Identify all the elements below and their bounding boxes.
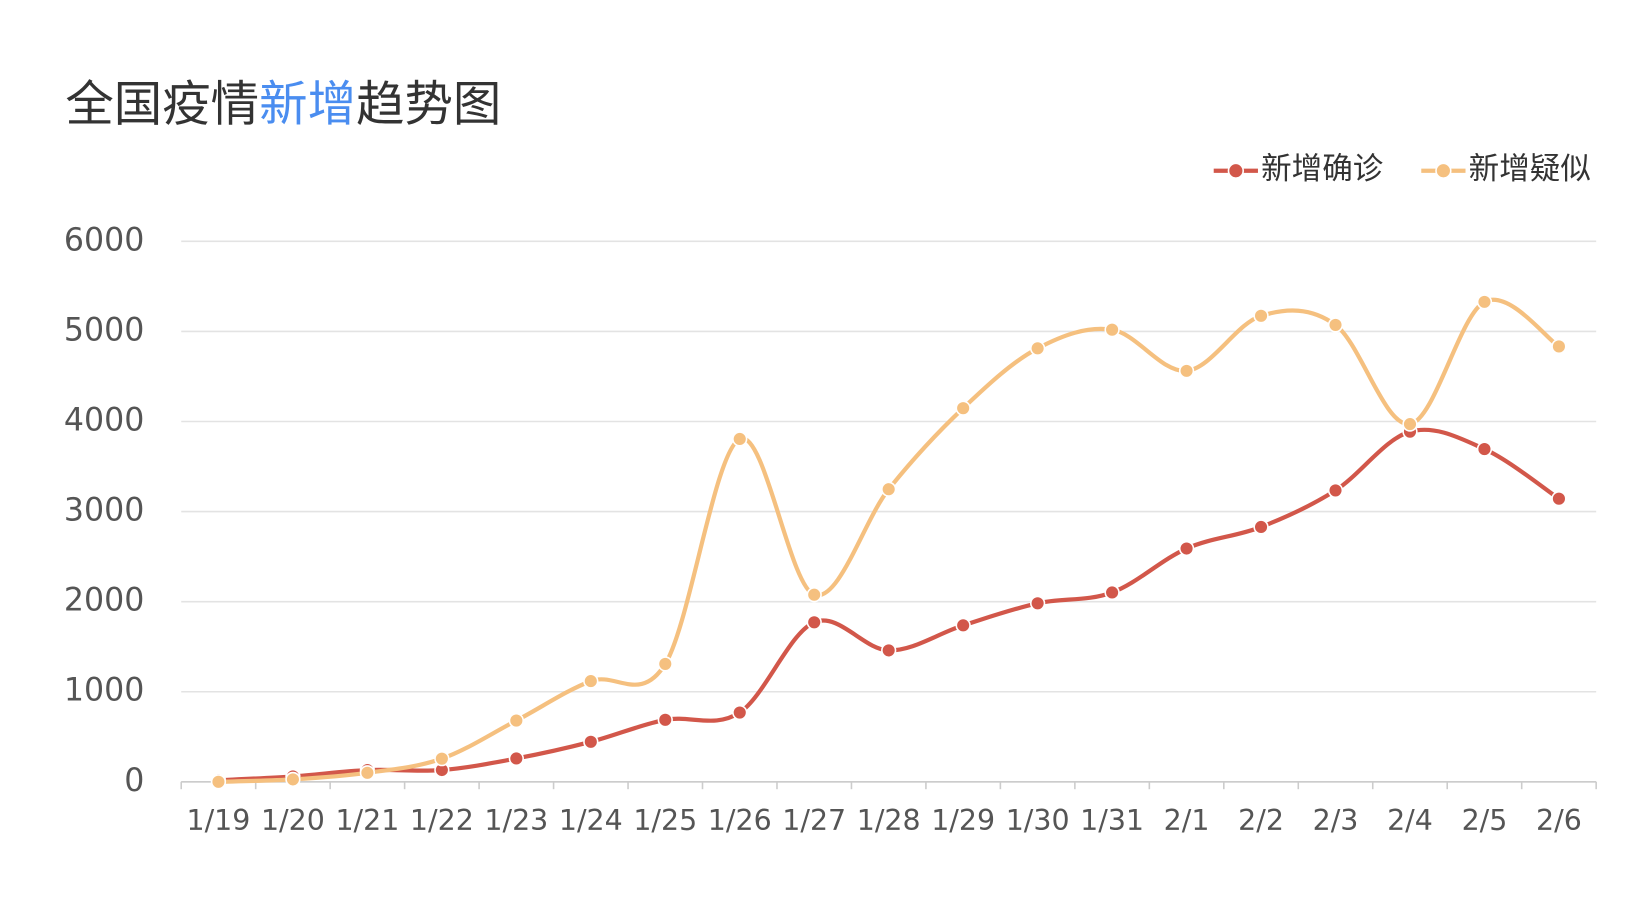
y-tick-label: 6000 <box>64 222 144 258</box>
data-point <box>583 673 599 689</box>
title-highlight: 新增 <box>259 77 356 133</box>
x-tick-label: 1/21 <box>335 804 399 837</box>
x-tick-label: 1/19 <box>187 804 251 837</box>
x-tick-label: 2/2 <box>1238 804 1284 837</box>
x-tick-label: 1/24 <box>559 804 623 837</box>
x-tick-label: 1/26 <box>708 804 772 837</box>
data-point <box>1253 519 1269 535</box>
data-point <box>955 617 971 633</box>
x-tick-label: 2/5 <box>1462 804 1508 837</box>
data-point <box>508 750 524 767</box>
data-point <box>1476 294 1493 310</box>
data-point <box>1104 584 1120 601</box>
y-tick-label: 2000 <box>64 583 144 619</box>
data-point <box>1476 441 1493 457</box>
x-tick-label: 1/20 <box>261 804 325 837</box>
x-tick-label: 2/1 <box>1164 804 1210 837</box>
title-part: 趋势图 <box>356 77 501 133</box>
data-point <box>657 656 673 672</box>
x-tick-label: 1/22 <box>410 804 474 837</box>
y-tick-label: 3000 <box>64 493 144 529</box>
data-point <box>1551 338 1567 355</box>
data-point <box>210 774 227 790</box>
x-tick-label: 1/25 <box>633 804 697 837</box>
x-tick-label: 1/28 <box>857 804 921 837</box>
x-tick-label: 2/6 <box>1536 804 1582 837</box>
x-tick-label: 1/30 <box>1006 804 1070 837</box>
data-point <box>1178 540 1195 557</box>
data-point <box>732 431 748 447</box>
data-point <box>881 642 897 659</box>
x-tick-label: 1/27 <box>782 804 846 837</box>
data-point <box>1327 317 1344 333</box>
legend-dot <box>1435 162 1452 179</box>
data-point <box>1253 308 1269 324</box>
y-tick-label: 0 <box>124 763 144 799</box>
data-point <box>806 614 822 630</box>
data-point <box>1402 416 1418 432</box>
y-tick-label: 5000 <box>64 312 144 348</box>
x-tick-label: 1/29 <box>931 804 995 837</box>
legend-label: 新增确诊 <box>1261 152 1383 187</box>
legend-dot <box>1227 162 1245 179</box>
data-point <box>657 712 673 728</box>
data-point <box>1178 363 1195 379</box>
data-point <box>881 481 897 497</box>
x-tick-label: 1/31 <box>1080 804 1144 837</box>
data-point <box>1551 491 1567 507</box>
data-point <box>732 704 748 721</box>
data-point <box>1104 322 1120 338</box>
x-tick-label: 1/23 <box>484 804 548 837</box>
chart-title: 全国疫情新增趋势图 <box>65 77 501 133</box>
data-point <box>434 751 450 767</box>
data-point <box>955 400 971 416</box>
data-point <box>359 765 376 781</box>
x-tick-label: 2/3 <box>1313 804 1359 837</box>
y-tick-label: 1000 <box>64 673 144 709</box>
data-point <box>285 771 301 788</box>
data-point <box>583 734 599 750</box>
series-line <box>218 297 1561 784</box>
data-point <box>1327 482 1344 499</box>
data-point <box>1029 595 1046 611</box>
data-point <box>1029 340 1046 356</box>
x-tick-label: 2/4 <box>1387 804 1433 837</box>
legend-label: 新增疑似 <box>1469 152 1591 187</box>
data-point <box>806 587 822 603</box>
data-point <box>508 712 524 729</box>
title-part: 全国疫情 <box>65 77 259 133</box>
y-tick-label: 4000 <box>64 403 144 439</box>
